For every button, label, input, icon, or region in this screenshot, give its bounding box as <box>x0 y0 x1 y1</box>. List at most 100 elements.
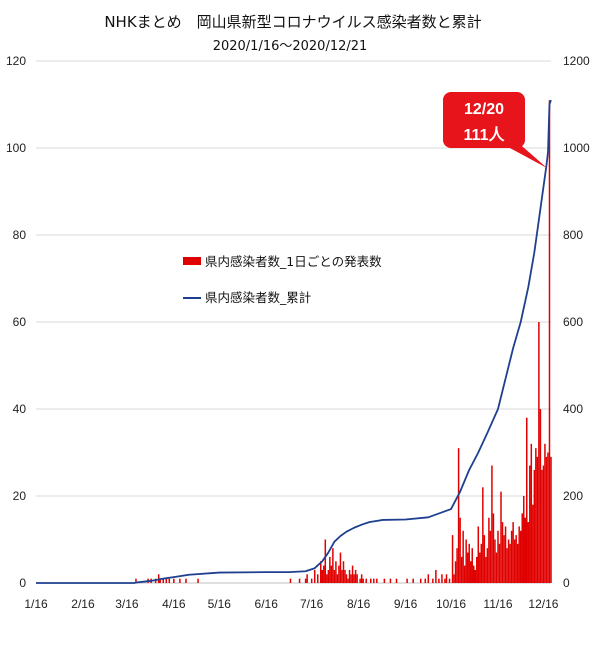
x-tick-label: 8/16 <box>347 597 371 611</box>
cumulative-line <box>36 99 552 584</box>
y-left-tick-label: 40 <box>13 402 27 416</box>
daily-bar <box>356 574 358 583</box>
daily-bar <box>438 578 440 583</box>
daily-bar <box>532 504 534 583</box>
daily-bar <box>479 552 481 583</box>
y-right-tick-label: 1200 <box>563 54 590 68</box>
daily-bar <box>483 535 486 583</box>
daily-bar <box>338 565 340 583</box>
y-left-tick-label: 120 <box>6 54 26 68</box>
gridlines <box>36 60 551 584</box>
y-right-tick-label: 600 <box>563 315 583 329</box>
daily-bar <box>327 569 330 583</box>
daily-bar <box>456 548 458 583</box>
daily-bar <box>348 569 351 583</box>
x-tick-label: 1/16 <box>24 597 48 611</box>
daily-bar <box>448 578 451 583</box>
daily-bar <box>347 578 349 583</box>
daily-bar <box>353 574 355 583</box>
daily-bar <box>501 522 504 583</box>
callout: 12/20 111人 <box>443 92 547 168</box>
daily-bar <box>412 578 414 583</box>
daily-bar <box>482 487 484 583</box>
y-right-tick-label: 0 <box>563 576 570 590</box>
daily-bar <box>474 569 477 583</box>
daily-bar <box>162 578 164 583</box>
daily-bar <box>513 539 516 583</box>
daily-bar <box>488 517 490 583</box>
daily-bar <box>339 552 342 583</box>
daily-bar <box>179 578 181 583</box>
daily-bar <box>541 469 543 583</box>
daily-bar <box>444 578 446 583</box>
daily-bar <box>535 448 537 583</box>
daily-bar <box>542 465 545 583</box>
daily-bar <box>185 578 187 583</box>
y-right-tick-label: 1000 <box>563 141 590 155</box>
daily-bar <box>329 556 331 583</box>
daily-bar <box>457 448 460 583</box>
daily-bar <box>445 574 448 583</box>
daily-bar <box>466 552 469 583</box>
daily-bar <box>383 578 386 583</box>
daily-bar <box>480 543 483 583</box>
daily-bar <box>432 578 434 583</box>
daily-bar <box>306 574 308 583</box>
x-tick-label: 9/16 <box>394 597 418 611</box>
y-left-tick-label: 0 <box>19 576 26 590</box>
daily-bar <box>460 556 463 583</box>
daily-bar <box>354 569 357 583</box>
daily-bar <box>509 543 511 583</box>
y-right-tick-label: 400 <box>563 402 583 416</box>
daily-bar <box>521 513 523 583</box>
daily-bar <box>326 574 328 583</box>
daily-bar <box>135 578 137 583</box>
daily-bar <box>522 496 525 583</box>
daily-bar <box>548 100 551 584</box>
daily-bar <box>477 526 480 583</box>
daily-bar <box>527 522 530 583</box>
daily-bar <box>370 578 372 583</box>
daily-bar <box>365 578 367 583</box>
y-right-tick-label: 200 <box>563 489 583 503</box>
y-left-tick-label: 60 <box>13 315 27 329</box>
daily-bar <box>441 574 443 583</box>
daily-bar <box>538 322 540 583</box>
callout-value: 111人 <box>464 126 506 144</box>
daily-bar <box>516 543 519 583</box>
daily-bar <box>330 565 333 583</box>
cumulative-line-group <box>36 99 552 584</box>
daily-bar <box>454 561 457 583</box>
daily-bar <box>550 456 552 583</box>
daily-bar <box>503 535 505 583</box>
daily-bar <box>168 578 171 583</box>
daily-bar <box>536 456 539 583</box>
daily-bar <box>504 526 507 583</box>
daily-bar <box>544 443 546 583</box>
daily-bar <box>500 491 502 583</box>
daily-bar <box>545 456 548 583</box>
daily-bar <box>376 578 378 583</box>
daily-bar <box>489 530 492 583</box>
daily-bar <box>289 578 292 583</box>
daily-bar <box>459 517 461 583</box>
daily-bar <box>468 543 470 583</box>
daily-bar <box>310 578 313 583</box>
daily-bar <box>321 569 324 583</box>
daily-bar <box>165 578 168 583</box>
legend-label-daily: 県内感染者数_1日ごとの発表数 <box>205 254 382 269</box>
daily-bar <box>344 569 346 583</box>
daily-bar <box>406 578 408 583</box>
daily-bar <box>453 574 455 583</box>
daily-bar <box>491 465 493 583</box>
daily-bar <box>473 565 475 583</box>
daily-bar <box>360 574 363 583</box>
daily-bar <box>362 578 364 583</box>
daily-bar <box>304 578 307 583</box>
axes: 0204060801001200200400600800100012001/16… <box>6 54 590 611</box>
daily-bar <box>515 535 517 583</box>
chart-title: NHKまとめ 岡山県新型コロナウイルス感染者数と累計 <box>104 13 481 31</box>
x-tick-label: 4/16 <box>162 597 186 611</box>
x-tick-label: 6/16 <box>255 597 279 611</box>
